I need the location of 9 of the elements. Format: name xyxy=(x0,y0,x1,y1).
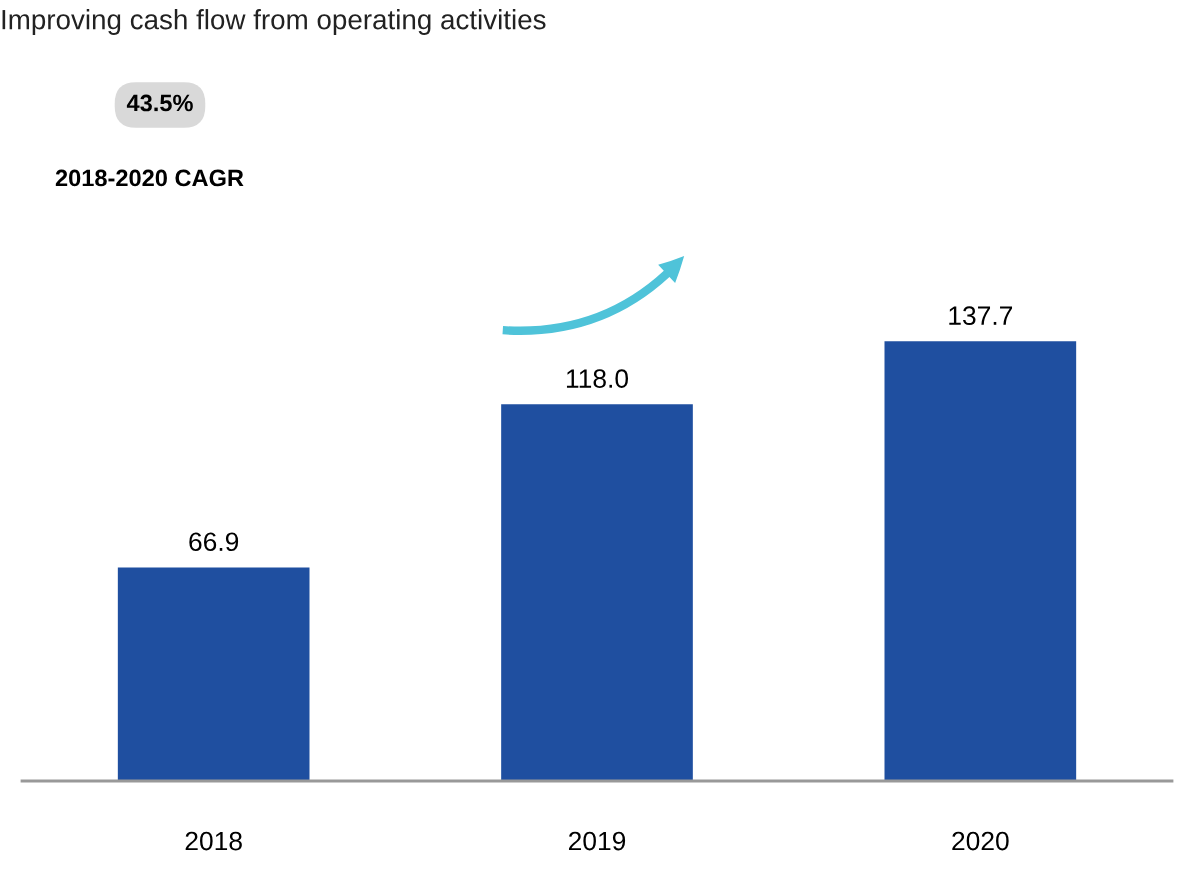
data-label: 118.0 xyxy=(566,369,629,388)
text: 43.5% xyxy=(126,94,193,112)
x-tick-label: 2018 xyxy=(185,831,242,851)
x-tick-label: 2020 xyxy=(952,831,1009,851)
data-label: 137.7 xyxy=(949,306,1013,326)
data-label: 66.9 xyxy=(189,532,239,552)
chart-title: Improving cash flow from operating activities xyxy=(2,9,546,35)
text: 2018-2020 CAGR xyxy=(55,169,244,187)
x-tick-label: 2019 xyxy=(568,831,626,851)
